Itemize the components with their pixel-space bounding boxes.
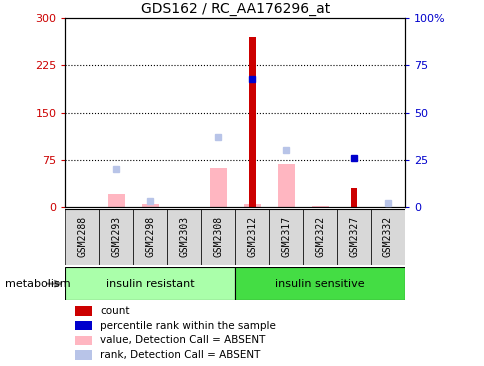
Text: percentile rank within the sample: percentile rank within the sample xyxy=(100,321,275,331)
Text: value, Detection Call = ABSENT: value, Detection Call = ABSENT xyxy=(100,335,265,346)
Bar xyxy=(243,204,260,207)
Text: GSM2332: GSM2332 xyxy=(382,216,392,257)
Text: insulin sensitive: insulin sensitive xyxy=(275,279,364,289)
Text: GSM2293: GSM2293 xyxy=(111,216,121,257)
Text: rank, Detection Call = ABSENT: rank, Detection Call = ABSENT xyxy=(100,350,260,360)
Bar xyxy=(269,209,302,265)
Text: GSM2322: GSM2322 xyxy=(315,216,324,257)
Bar xyxy=(141,204,158,207)
Bar xyxy=(336,209,370,265)
Bar xyxy=(370,209,404,265)
Bar xyxy=(350,188,357,207)
Bar xyxy=(99,209,133,265)
Bar xyxy=(167,209,201,265)
Text: GSM2288: GSM2288 xyxy=(77,216,87,257)
Text: count: count xyxy=(100,306,129,316)
Bar xyxy=(311,206,328,207)
Text: insulin resistant: insulin resistant xyxy=(106,279,194,289)
Bar xyxy=(235,267,404,300)
Bar xyxy=(302,209,336,265)
Title: GDS162 / RC_AA176296_at: GDS162 / RC_AA176296_at xyxy=(140,2,329,16)
Text: GSM2327: GSM2327 xyxy=(348,216,358,257)
Bar xyxy=(65,209,99,265)
Bar xyxy=(133,209,167,265)
Text: GSM2308: GSM2308 xyxy=(213,216,223,257)
Bar xyxy=(75,336,91,345)
Bar xyxy=(248,37,255,207)
Bar xyxy=(209,168,226,207)
Bar xyxy=(75,321,91,330)
Text: GSM2303: GSM2303 xyxy=(179,216,189,257)
Text: GSM2317: GSM2317 xyxy=(281,216,290,257)
Text: metabolism: metabolism xyxy=(5,279,70,289)
Bar xyxy=(107,194,124,207)
Bar xyxy=(201,209,235,265)
Bar xyxy=(75,306,91,316)
Bar xyxy=(277,164,294,207)
Bar xyxy=(65,267,235,300)
Text: GSM2312: GSM2312 xyxy=(247,216,257,257)
Text: GSM2298: GSM2298 xyxy=(145,216,155,257)
Bar xyxy=(235,209,269,265)
Bar xyxy=(75,350,91,360)
